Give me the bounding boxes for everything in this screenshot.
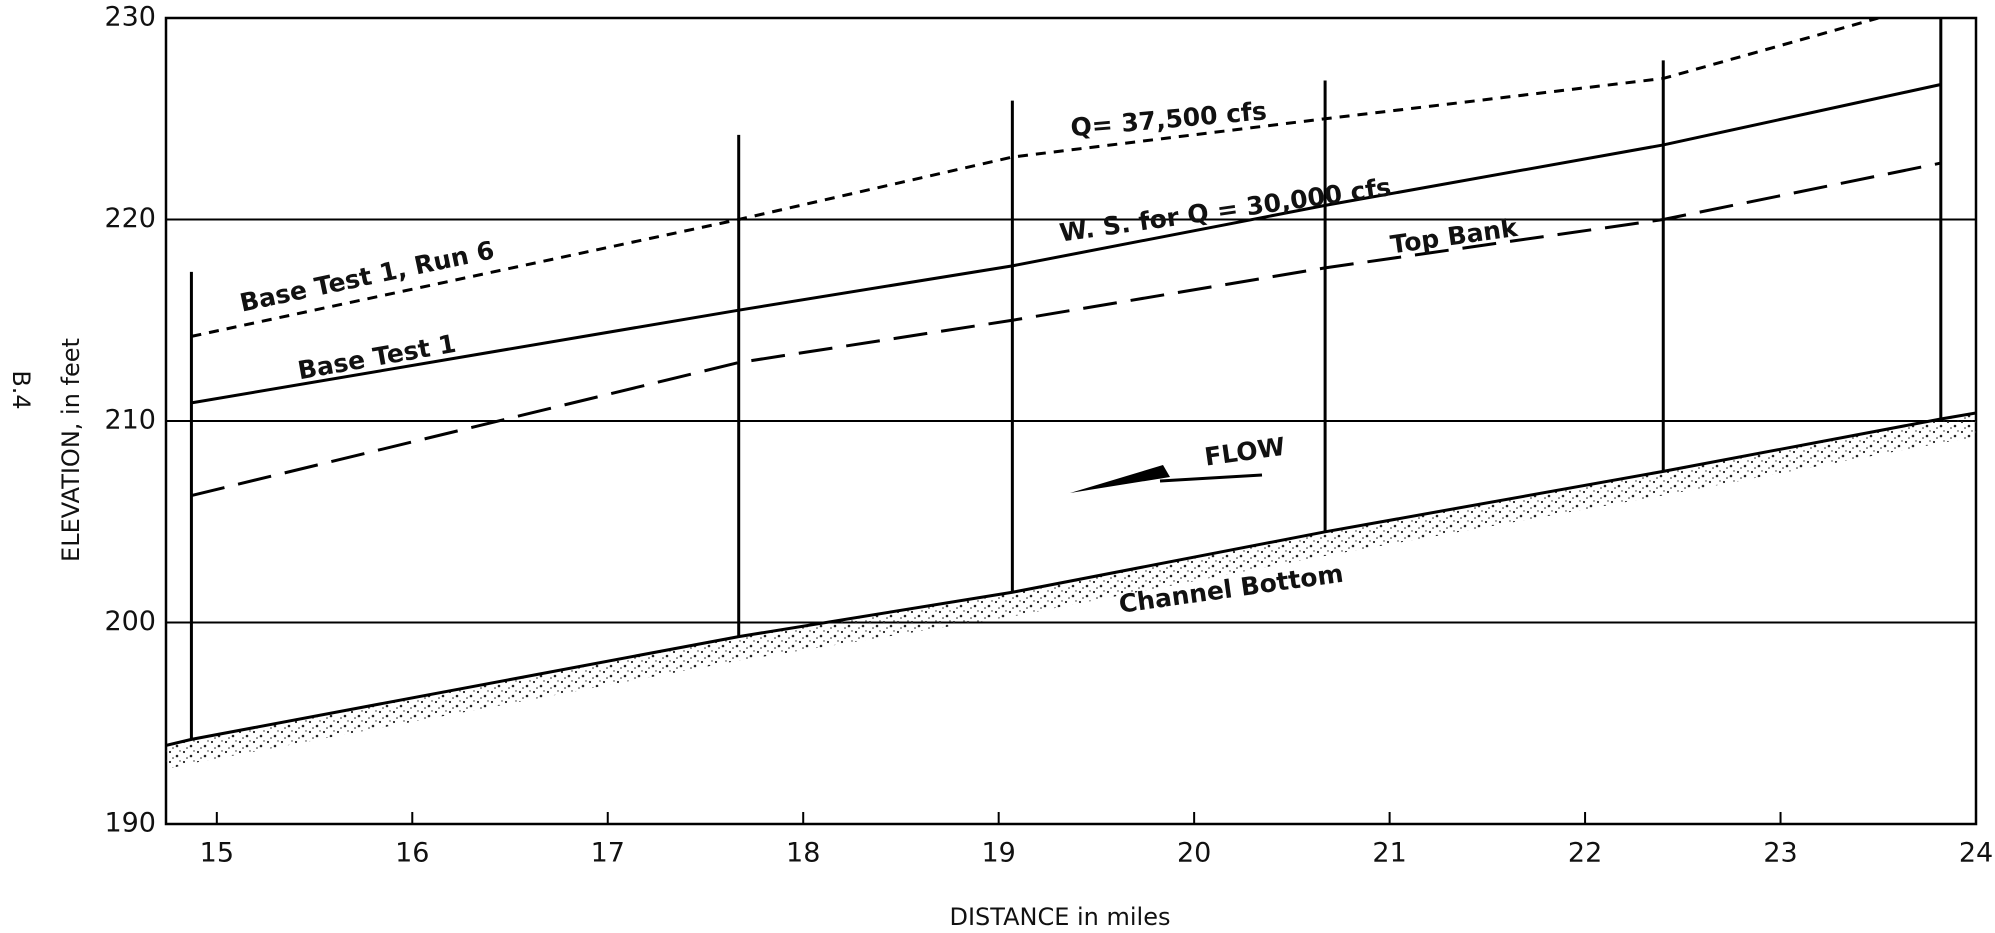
flow-arrow-tail <box>1159 473 1263 483</box>
x-tick-label: 17 <box>591 838 625 869</box>
series-line <box>166 411 1976 747</box>
y-tick-label: 220 <box>104 203 156 234</box>
x-tick-label: 19 <box>981 838 1015 869</box>
x-tick-label: 21 <box>1372 838 1406 869</box>
annotation: Q= 37,500 cfs <box>1069 96 1267 142</box>
series-label: Base Test 1, Run 6 <box>237 235 497 317</box>
series-line <box>191 18 1879 338</box>
y-tick-label: 190 <box>104 808 156 839</box>
x-axis-label: DISTANCE in miles <box>949 903 1170 931</box>
y-tick-label: 200 <box>104 606 156 637</box>
annotation: W. S. for Q = 30,000 cfs <box>1058 172 1393 247</box>
x-tick-label: 24 <box>1959 838 1993 869</box>
y-axis-label: ELEVATION, in feet <box>57 338 85 562</box>
x-tick-label: 15 <box>200 838 234 869</box>
annotation: FLOW <box>1203 432 1287 472</box>
y-tick-label: 230 <box>104 2 156 33</box>
side-label: B.4 <box>7 370 35 409</box>
series-line <box>191 161 1942 498</box>
x-tick-label: 23 <box>1763 838 1797 869</box>
flow-arrow <box>1070 465 1170 493</box>
x-tick-label: 16 <box>395 838 429 869</box>
x-tick-label: 22 <box>1568 838 1602 869</box>
x-tick-label: 18 <box>786 838 820 869</box>
series-label: Base Test 1 <box>295 329 458 385</box>
channel-bed <box>166 412 1976 770</box>
x-tick-label: 20 <box>1177 838 1211 869</box>
y-tick-label: 210 <box>104 405 156 436</box>
series-line <box>191 83 1942 405</box>
